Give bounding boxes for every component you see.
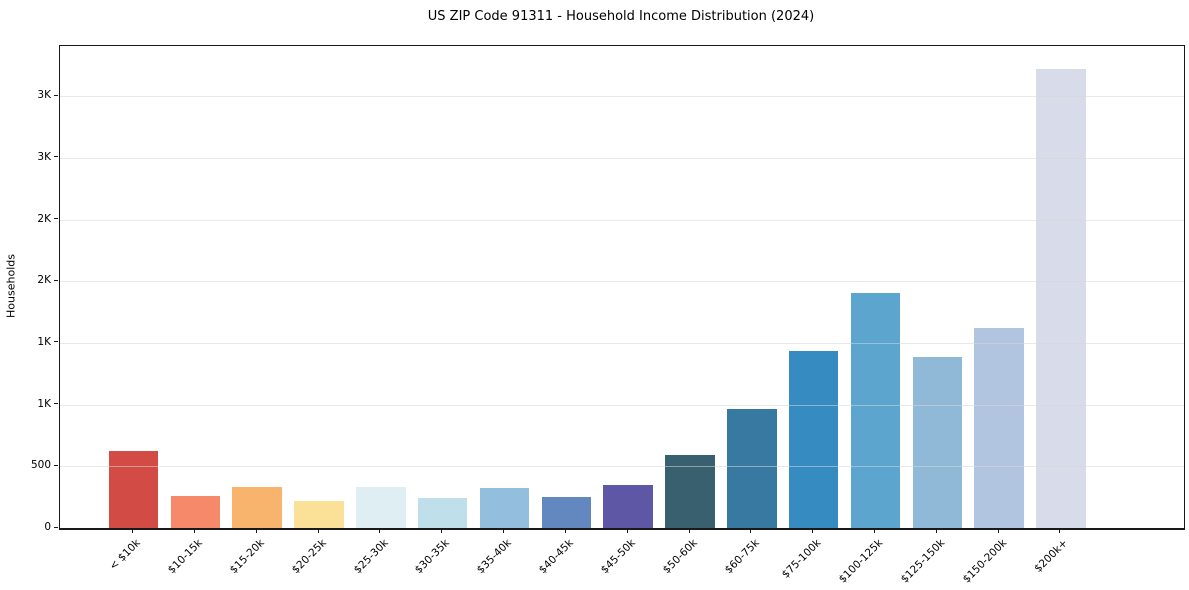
x-tick-mark (132, 529, 134, 533)
x-tick-mark (688, 529, 690, 533)
bar-50-60k (665, 454, 715, 528)
bar-45-50k (603, 485, 653, 528)
x-tick-label: $200k+ (1032, 537, 1071, 575)
y-tick-label: 500 (30, 459, 51, 472)
y-tick-mark (54, 218, 58, 219)
bar-30-35k (417, 497, 468, 528)
x-tick-label: $40-45k (536, 537, 576, 577)
x-tick-label: $150-200k (960, 537, 1009, 586)
bar-200k (1036, 68, 1086, 528)
x-tick-label: $75-100k (779, 537, 824, 581)
bar-15-20k (232, 487, 282, 528)
x-tick-mark (317, 529, 319, 533)
y-tick-label: 3K (37, 89, 51, 102)
bar-35-40k (479, 487, 530, 528)
bar-20-25k (294, 500, 344, 528)
x-tick-mark (193, 529, 195, 533)
x-tick-mark (1059, 529, 1061, 533)
y-tick-mark (54, 94, 58, 96)
bar-40-45k (541, 496, 592, 528)
y-tick-mark (54, 341, 58, 343)
bar-25-30k (356, 486, 406, 528)
x-tick-label: $10-15k (165, 537, 205, 577)
y-tick-mark (54, 526, 58, 528)
x-tick-label: $100-125k (836, 537, 885, 586)
x-tick-label: $25-30k (351, 537, 391, 577)
plot-area (59, 45, 1185, 530)
y-tick-label: 0 (44, 521, 51, 533)
x-tick-label: $45-50k (598, 537, 638, 577)
bar-10k (108, 450, 159, 528)
x-tick-mark (812, 529, 814, 533)
x-tick-mark (503, 529, 505, 533)
y-tick-mark (54, 464, 58, 466)
x-tick-mark (441, 529, 443, 533)
y-tick-label: 2K (37, 212, 51, 225)
x-tick-mark (935, 529, 937, 533)
x-tick-label: $15-20k (227, 537, 267, 577)
x-tick-label: $60-75k (722, 537, 762, 577)
bar-125-150k (912, 357, 963, 528)
y-tick-label: 2K (37, 274, 51, 287)
x-tick-label: $35-40k (474, 537, 515, 577)
y-tick-label: 3K (37, 150, 51, 163)
y-tick-mark (54, 156, 58, 158)
y-tick-mark (54, 279, 58, 281)
gridline (60, 157, 1184, 159)
y-tick-label: 1K (37, 397, 51, 410)
x-tick-mark (626, 529, 628, 533)
x-tick-mark (379, 529, 381, 533)
x-tick-label: $125-150k (898, 537, 947, 586)
x-tick-label: $30-35k (413, 537, 453, 577)
bar-60-75k (727, 408, 777, 528)
x-tick-mark (255, 529, 257, 533)
bar-10-15k (170, 495, 221, 528)
y-tick-mark (54, 403, 58, 405)
x-tick-mark (873, 529, 875, 533)
bar-75-100k (788, 350, 839, 528)
x-tick-mark (750, 529, 752, 533)
x-tick-label: $50-60k (660, 537, 700, 577)
x-tick-mark (997, 529, 999, 533)
bar-100-125k (850, 292, 901, 528)
gridline (60, 281, 1184, 283)
chart-title: US ZIP Code 91311 - Household Income Dis… (427, 9, 815, 24)
x-tick-mark (564, 529, 566, 533)
bar-150-200k (974, 328, 1024, 528)
y-tick-label: 1K (37, 335, 51, 348)
gridline (60, 219, 1184, 221)
x-tick-label: < $10k (107, 537, 144, 573)
x-tick-label: $20-25k (289, 537, 329, 577)
gridline (60, 96, 1184, 98)
